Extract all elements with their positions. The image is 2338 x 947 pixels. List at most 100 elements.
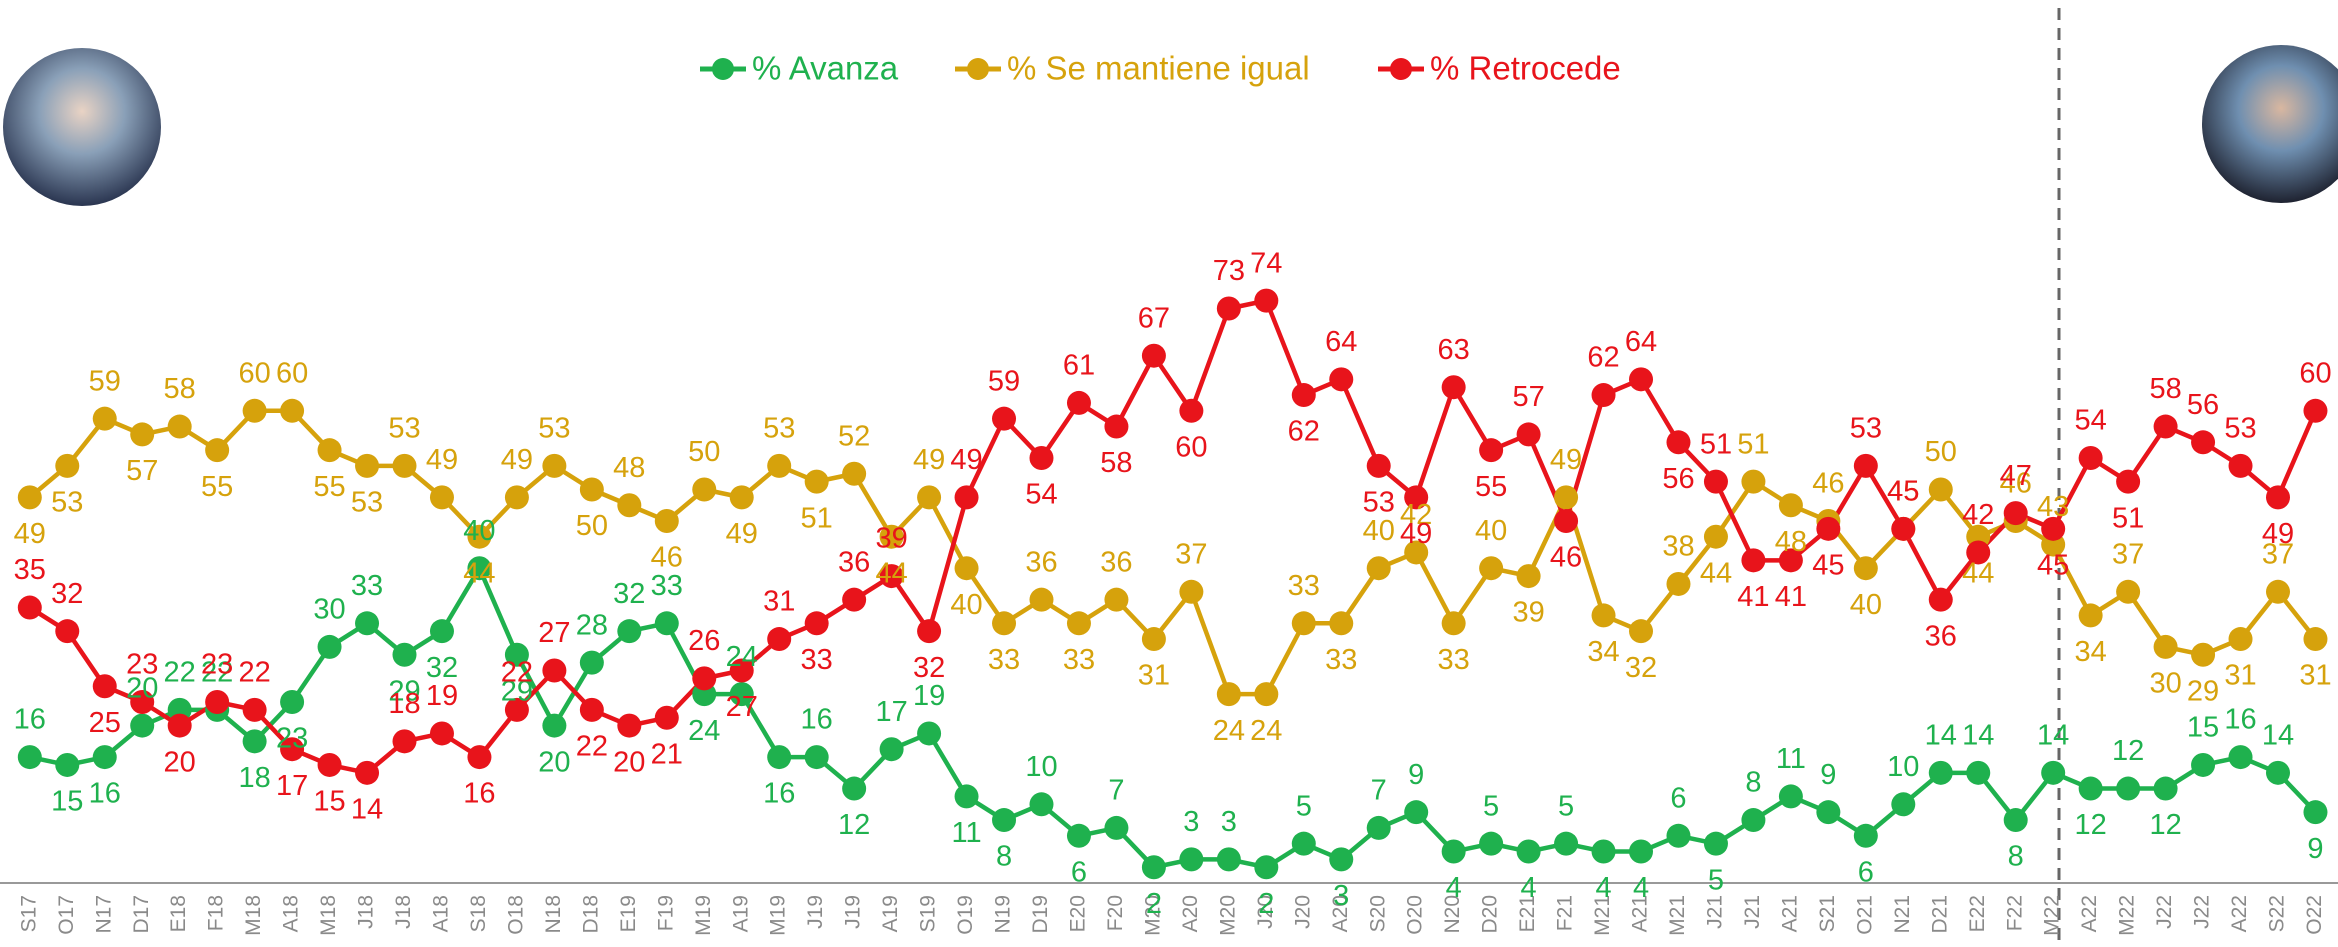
data-label: 53 [1363,487,1395,519]
data-label: 56 [1662,463,1694,495]
data-point [355,760,380,785]
data-label: 44 [1700,557,1732,589]
data-point [1066,390,1091,415]
data-label: 49 [950,444,982,476]
data-label: 4 [1633,872,1649,904]
x-tick-label: J20 [1291,895,1314,929]
data-label: 45 [1812,550,1844,582]
data-label: 31 [1138,660,1170,692]
data-point [692,477,717,502]
data-point [542,713,567,738]
data-label: 55 [1475,471,1507,503]
data-label: 57 [126,455,158,487]
data-label: 16 [763,778,795,810]
data-label: 6 [1858,856,1874,888]
data-label: 42 [1962,499,1994,531]
data-point [1366,815,1391,840]
data-point [1928,477,1953,502]
data-point [242,398,267,423]
data-label: 29 [388,675,420,707]
data-label: 8 [996,841,1012,873]
data-label: 32 [913,652,945,684]
data-label: 7 [1371,775,1387,807]
data-label: 10 [1887,751,1919,783]
data-point [55,453,80,478]
data-label: 53 [388,413,420,445]
data-point [205,438,230,463]
data-label: 24 [1250,715,1282,747]
data-label: 16 [14,704,46,736]
data-label: 16 [89,778,121,810]
data-label: 49 [726,518,758,550]
data-point [167,414,192,439]
data-label: 29 [2187,675,2219,707]
data-label: 7 [1108,775,1124,807]
x-tick-label: S18 [467,895,490,932]
data-label: 21 [651,738,683,770]
data-label: 11 [951,817,981,849]
data-point [1666,430,1691,455]
data-point [55,752,80,777]
data-label: 23 [126,649,158,681]
data-point [2003,501,2028,526]
x-tick-label: M20 [1141,895,1164,936]
data-point [1778,493,1803,518]
data-label: 49 [1550,444,1582,476]
data-point [692,666,717,691]
data-label: 31 [763,586,795,618]
data-point [1179,398,1204,423]
data-point [2116,579,2141,604]
data-label: 60 [1175,431,1207,463]
data-label: 73 [1213,255,1245,287]
data-label: 8 [2008,841,2024,873]
data-point [317,634,342,659]
data-point [729,485,754,510]
data-point [954,556,979,581]
x-tick-label: N19 [992,895,1015,934]
data-point [1853,453,1878,478]
data-point [392,642,417,667]
data-label: 16 [801,704,833,736]
data-label: 2 [1258,888,1274,920]
data-label: 17 [875,696,907,728]
x-tick-label: A22 [2078,895,2101,932]
x-tick-label: M21 [1591,895,1614,936]
data-label: 9 [2307,833,2323,865]
data-point [242,729,267,754]
data-label: 33 [1438,644,1470,676]
data-point [429,485,454,510]
x-tick-label: M22 [2116,895,2139,936]
data-point [1703,524,1728,549]
data-point [2078,776,2103,801]
x-tick-label: E21 [1516,895,1539,932]
data-point [1254,855,1279,880]
data-point [1366,453,1391,478]
data-label: 51 [801,502,833,534]
x-tick-label: A20 [1179,895,1202,932]
data-label: 53 [1850,413,1882,445]
data-label: 46 [1812,468,1844,500]
data-point [1104,815,1129,840]
x-tick-label: J19 [842,895,865,929]
data-label: 23 [201,649,233,681]
data-label: 33 [801,644,833,676]
x-tick-label: N17 [92,895,115,934]
data-point [392,729,417,754]
data-label: 43 [2037,491,2069,523]
data-point [1479,556,1504,581]
data-point [1216,296,1241,321]
data-label: 36 [1100,546,1132,578]
data-point [1479,438,1504,463]
data-label: 32 [426,652,458,684]
x-tick-label: F21 [1554,895,1577,931]
data-label: 2 [1146,888,1162,920]
data-point [1141,343,1166,368]
data-point [1853,823,1878,848]
x-tick-label: F20 [1104,895,1127,931]
data-point [1741,469,1766,494]
data-label: 16 [2224,704,2256,736]
x-tick-label: O18 [504,895,527,935]
data-label: 44 [1962,557,1994,589]
data-label: 51 [1737,428,1769,460]
